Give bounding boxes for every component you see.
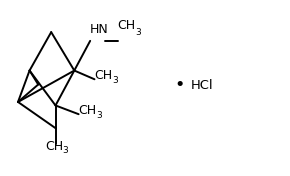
Text: •: • — [175, 76, 185, 93]
Text: CH: CH — [117, 19, 136, 32]
Text: 3: 3 — [112, 76, 117, 85]
Text: HCl: HCl — [191, 79, 214, 92]
Text: CH: CH — [46, 140, 64, 153]
Text: 3: 3 — [96, 111, 102, 120]
Text: HN: HN — [90, 23, 109, 36]
Text: 3: 3 — [135, 28, 141, 37]
Text: 3: 3 — [63, 146, 68, 155]
Text: CH: CH — [79, 104, 97, 117]
Text: CH: CH — [95, 69, 113, 82]
